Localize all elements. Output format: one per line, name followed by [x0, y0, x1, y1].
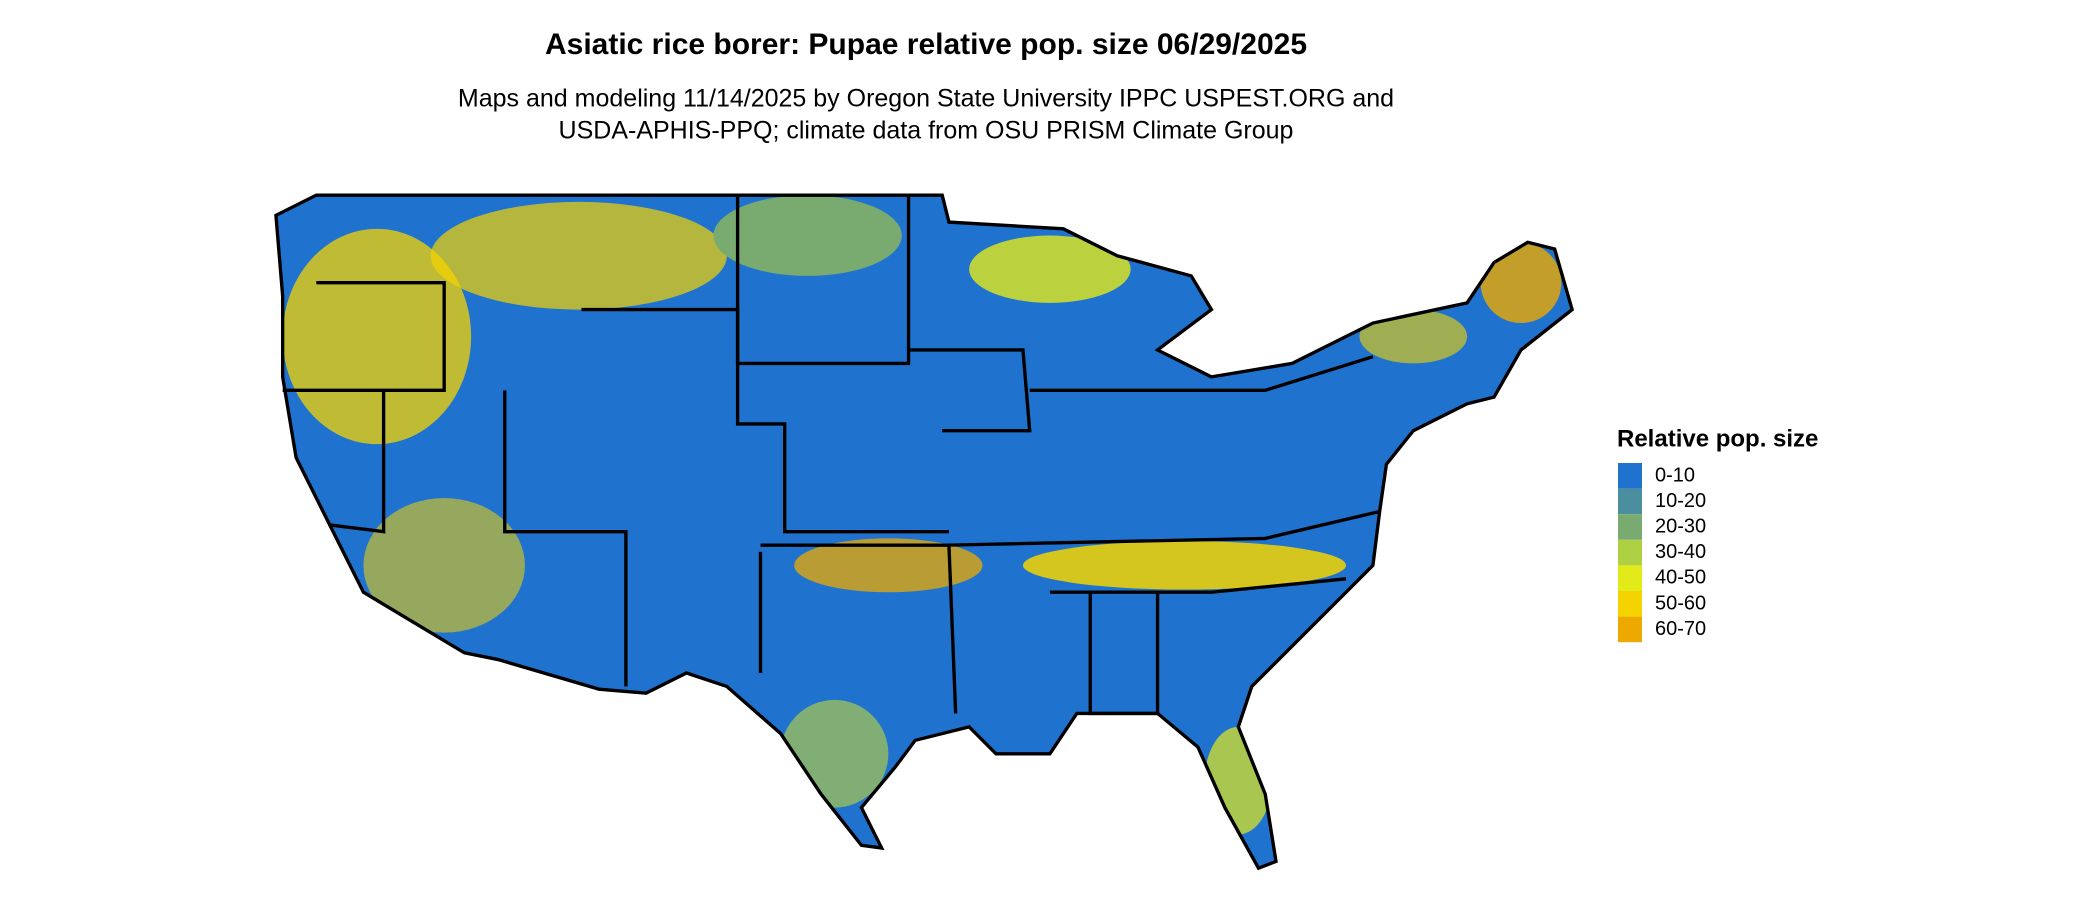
region — [1022, 541, 1346, 590]
legend-label: 0-10 — [1655, 464, 1695, 486]
legend-swatch — [1618, 539, 1642, 566]
legend-label: 50-60 — [1655, 592, 1706, 614]
legend-swatch — [1618, 591, 1642, 617]
subtitle: Maps and modeling 11/14/2025 by Oregon S… — [458, 85, 1394, 113]
state-border — [1049, 577, 1347, 594]
legend-label: 40-50 — [1655, 567, 1706, 589]
state-border — [329, 390, 386, 534]
legend-swatch — [1618, 616, 1642, 643]
legend-label: 30-40 — [1655, 541, 1706, 563]
state-border — [282, 280, 446, 393]
legend-swatch — [1618, 488, 1642, 515]
region — [363, 498, 525, 633]
state-border — [1029, 355, 1374, 393]
map-fill — [275, 195, 1573, 869]
region — [780, 699, 889, 808]
state-border — [1088, 592, 1160, 716]
state-border — [503, 390, 628, 687]
state-border — [908, 348, 1032, 433]
legend-swatch — [1618, 514, 1642, 540]
region — [1480, 242, 1562, 324]
legend-label: 20-30 — [1655, 515, 1706, 537]
region — [969, 235, 1131, 303]
state-border — [735, 195, 911, 366]
region — [430, 201, 727, 310]
state-border — [760, 543, 958, 714]
state-border — [581, 307, 949, 534]
legend-label: 10-20 — [1655, 490, 1706, 512]
state-borders — [274, 193, 1574, 870]
subtitle: USDA-APHIS-PPQ; climate data from OSU PR… — [559, 117, 1294, 145]
region — [1359, 309, 1468, 364]
region — [713, 195, 902, 276]
map — [274, 193, 1574, 870]
legend-swatch — [1618, 565, 1642, 591]
region — [1204, 726, 1272, 835]
legend: 0-10 10-20 20-30 30-40 40-50 50-60 60-70 — [1618, 463, 1706, 643]
region — [794, 538, 983, 593]
legend-label: 60-70 — [1655, 618, 1706, 640]
title: Asiatic rice borer: Pupae relative pop. … — [545, 28, 1307, 61]
legend-swatch — [1618, 463, 1642, 489]
state-border — [948, 509, 1381, 547]
legend-title: Relative pop. size — [1617, 425, 1818, 452]
